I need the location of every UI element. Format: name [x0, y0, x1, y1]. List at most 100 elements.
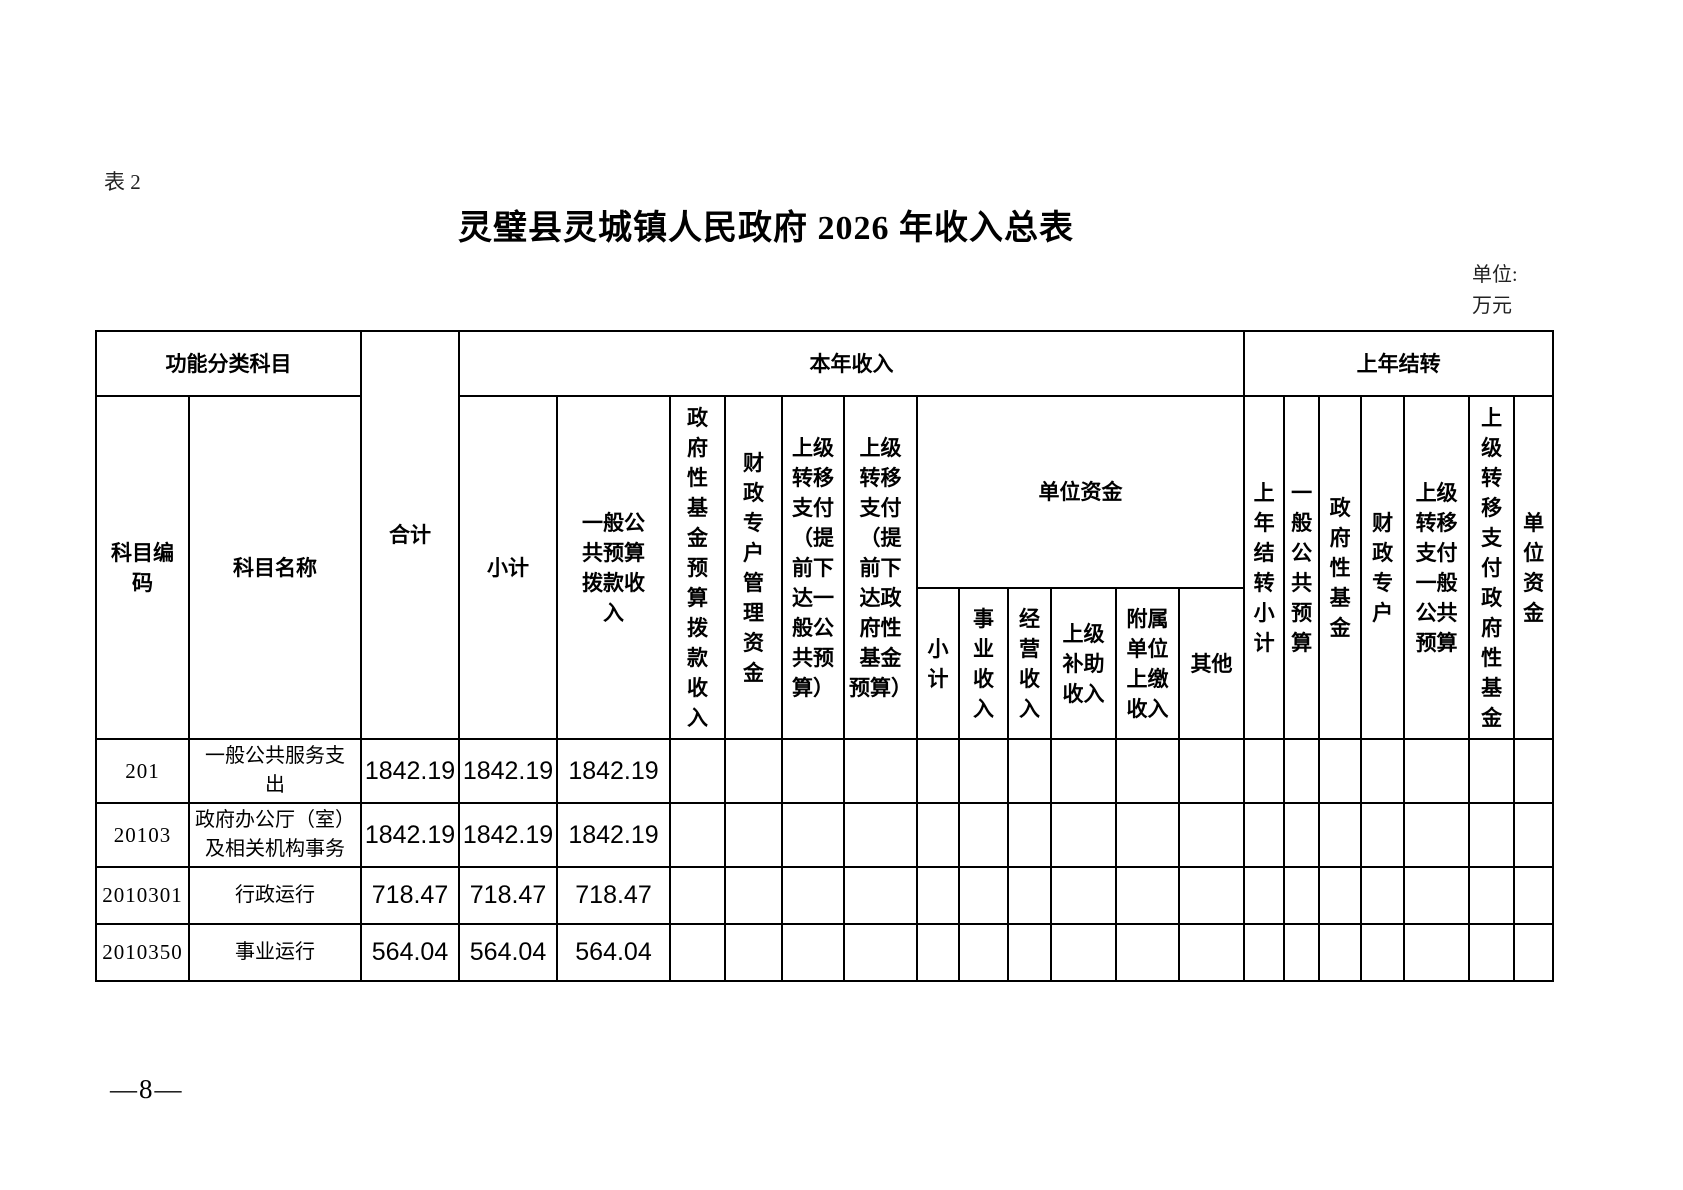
- header-cy-gov-fund-income: 政 府 性 基 金 预 算 拨 款 收 入: [669, 395, 726, 740]
- header-co-fiscal-account: 财 政 专 户: [1360, 395, 1406, 740]
- empty-cell: [1050, 738, 1117, 804]
- header-cy-transfer-gov-fund: 上级 转移 支付 （提 前下 达政 府性 基金 预算）: [843, 395, 918, 740]
- empty-cell: [1007, 802, 1052, 868]
- empty-cell: [1513, 866, 1555, 925]
- empty-cell: [724, 923, 783, 982]
- total-cell: 1842.19: [360, 802, 460, 868]
- empty-cell: [1115, 866, 1180, 925]
- empty-cell: [916, 923, 960, 982]
- empty-cell: [1360, 802, 1406, 868]
- empty-cell: [1468, 802, 1516, 868]
- header-uf-other: 其他: [1177, 587, 1246, 740]
- empty-cell: [669, 923, 726, 982]
- header-row-2: 科目编 码 科目名称 小计 一般公 共预算 拨款收 入 政 府 性 基 金 预 …: [95, 395, 1555, 740]
- empty-cell: [1243, 866, 1286, 925]
- header-co-transfer-gov-fund: 上 级 转 移 支 付 政 府 性 基 金: [1468, 395, 1516, 740]
- total-cell: 1842.19: [360, 738, 460, 804]
- empty-cell: [781, 802, 845, 868]
- empty-cell: [1050, 923, 1117, 982]
- empty-cell: [1115, 738, 1180, 804]
- header-func-class: 功能分类科目: [95, 330, 362, 397]
- empty-cell: [1050, 802, 1117, 868]
- general-budget-cell: 1842.19: [556, 738, 671, 804]
- empty-cell: [1243, 923, 1286, 982]
- subject-name-cell: 政府办公厅（室） 及相关机构事务: [188, 802, 362, 868]
- empty-cell: [843, 802, 918, 868]
- empty-cell: [1243, 802, 1286, 868]
- empty-cell: [958, 866, 1009, 925]
- subtotal-cell: 1842.19: [458, 802, 558, 868]
- total-cell: 718.47: [360, 866, 460, 925]
- empty-cell: [843, 923, 918, 982]
- header-subject-code: 科目编 码: [95, 395, 190, 740]
- empty-cell: [1177, 866, 1246, 925]
- empty-cell: [1007, 866, 1052, 925]
- header-uf-superior-subsidy: 上级 补助 收入: [1050, 587, 1117, 740]
- empty-cell: [781, 738, 845, 804]
- empty-cell: [1007, 923, 1052, 982]
- empty-cell: [724, 802, 783, 868]
- empty-cell: [1177, 738, 1246, 804]
- page-number: —8—: [110, 1074, 184, 1104]
- empty-cell: [1283, 738, 1321, 804]
- empty-cell: [1468, 923, 1516, 982]
- empty-cell: [1007, 738, 1052, 804]
- empty-cell: [669, 738, 726, 804]
- subject-name-cell: 行政运行: [188, 866, 362, 925]
- general-budget-cell: 564.04: [556, 923, 671, 982]
- empty-cell: [916, 738, 960, 804]
- table-row: 2010350 事业运行 564.04 564.04 564.04: [95, 923, 1555, 982]
- empty-cell: [843, 866, 918, 925]
- page-title: 灵璧县灵城镇人民政府 2026 年收入总表: [458, 210, 1074, 247]
- header-cy-general-budget-income: 一般公 共预算 拨款收 入: [556, 395, 671, 740]
- header-co-subtotal: 上 年 结 转 小 计: [1243, 395, 1286, 740]
- total-cell: 564.04: [360, 923, 460, 982]
- empty-cell: [1177, 923, 1246, 982]
- empty-cell: [843, 738, 918, 804]
- empty-cell: [1360, 923, 1406, 982]
- empty-cell: [669, 802, 726, 868]
- empty-cell: [916, 802, 960, 868]
- subject-code-cell: 2010301: [95, 866, 190, 925]
- subtotal-cell: 718.47: [458, 866, 558, 925]
- empty-cell: [1403, 923, 1471, 982]
- header-carryover: 上年结转: [1243, 330, 1555, 397]
- empty-cell: [1318, 923, 1363, 982]
- empty-cell: [958, 738, 1009, 804]
- header-grand-total: 合计: [360, 330, 460, 740]
- header-current-year-income: 本年收入: [457, 330, 1246, 397]
- header-co-unit-funds: 单 位 资 金: [1513, 395, 1555, 740]
- header-uf-affiliated-remit: 附属 单位 上缴 收入: [1115, 587, 1180, 740]
- subject-code-cell: 20103: [95, 802, 190, 868]
- empty-cell: [1115, 802, 1180, 868]
- empty-cell: [1360, 866, 1406, 925]
- header-row-1: 功能分类科目 合计 本年收入 上年结转: [95, 330, 1555, 740]
- empty-cell: [781, 923, 845, 982]
- empty-cell: [724, 738, 783, 804]
- empty-cell: [1283, 866, 1321, 925]
- subtotal-cell: 564.04: [458, 923, 558, 982]
- empty-cell: [724, 866, 783, 925]
- empty-cell: [1468, 738, 1516, 804]
- empty-cell: [1283, 802, 1321, 868]
- table-row: 2010301 行政运行 718.47 718.47 718.47: [95, 866, 1555, 925]
- header-cy-subtotal: 小计: [458, 395, 558, 740]
- header-co-transfer-general: 上级 转移 支付 一般 公共 预算: [1403, 395, 1471, 740]
- subject-name-cell: 事业运行: [188, 923, 362, 982]
- header-subject-name: 科目名称: [188, 395, 362, 740]
- header-uf-operating-income: 经 营 收 入: [1007, 587, 1052, 740]
- subject-code-cell: 201: [95, 738, 190, 804]
- empty-cell: [958, 923, 1009, 982]
- empty-cell: [1283, 923, 1321, 982]
- empty-cell: [1318, 866, 1363, 925]
- empty-cell: [1403, 738, 1471, 804]
- empty-cell: [1360, 738, 1406, 804]
- empty-cell: [669, 866, 726, 925]
- subject-code-cell: 2010350: [95, 923, 190, 982]
- empty-cell: [1318, 802, 1363, 868]
- header-co-general-budget: 一 般 公 共 预 算: [1283, 395, 1321, 740]
- empty-cell: [1513, 738, 1555, 804]
- empty-cell: [1403, 866, 1471, 925]
- empty-cell: [1513, 923, 1555, 982]
